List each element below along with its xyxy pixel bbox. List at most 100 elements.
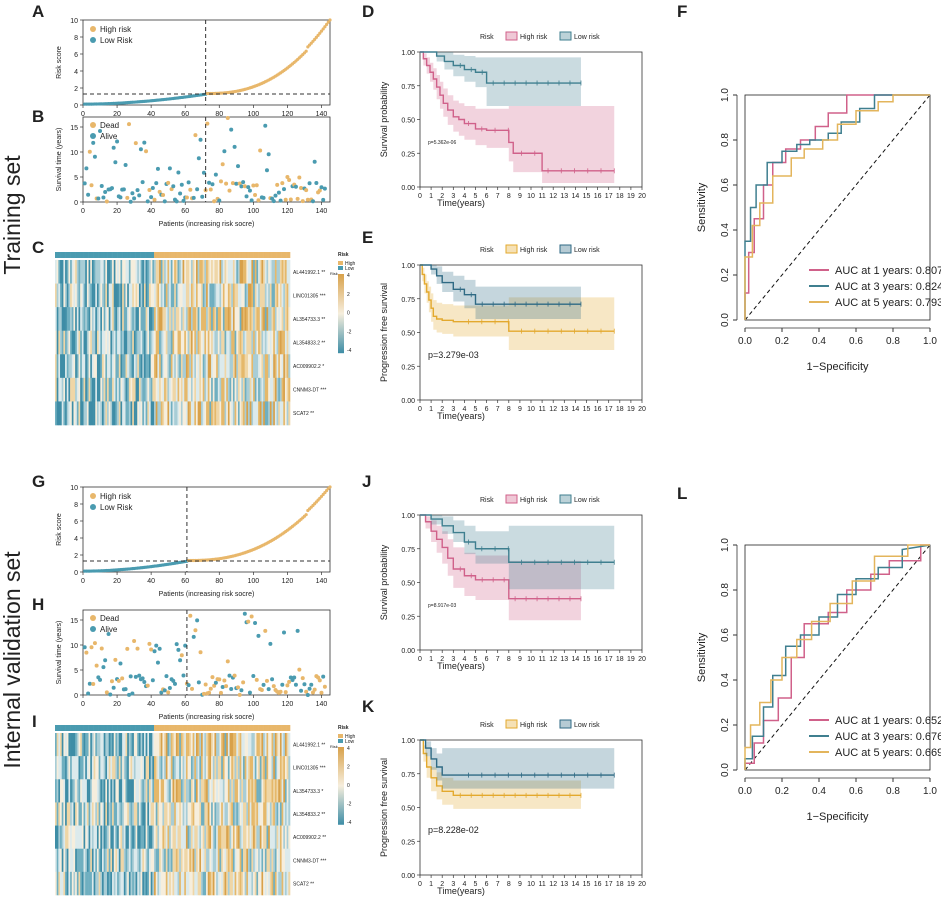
heatmap-cell <box>219 330 222 355</box>
heatmap-cell <box>105 779 108 803</box>
heatmap-cell <box>147 377 150 402</box>
survival-point <box>162 688 167 693</box>
heatmap-cell <box>149 825 151 850</box>
heatmap-cell <box>256 871 259 896</box>
heatmap-cell <box>115 871 118 896</box>
heatmap-cell <box>234 377 237 402</box>
heatmap-cell <box>95 802 98 826</box>
heatmap-cell <box>149 871 151 896</box>
heatmap-cell <box>65 260 68 284</box>
heatmap-cell <box>187 733 190 757</box>
heatmap-cell <box>132 756 135 780</box>
heatmap-cell <box>140 825 143 850</box>
heatmap-cell <box>259 283 262 308</box>
risk-annotation-cell <box>217 725 220 731</box>
survival-point <box>208 686 213 691</box>
risk-annotation-cell <box>251 725 254 731</box>
heatmap-cell <box>185 377 188 402</box>
heatmap-cell <box>132 779 135 803</box>
heatmap-cell <box>174 848 177 873</box>
risk-annotation-cell <box>234 725 237 731</box>
heatmap-cell <box>56 330 59 355</box>
heatmap-cell <box>187 307 190 332</box>
x-tick-label: 100 <box>248 208 260 215</box>
heatmap-cell <box>219 848 222 873</box>
heatmap-cell <box>237 330 240 355</box>
heatmap-cell <box>229 354 232 379</box>
heatmap-cell <box>162 283 165 308</box>
risk-annotation-cell <box>70 725 73 731</box>
heatmap-cell <box>123 330 126 355</box>
heatmap-cell <box>254 802 257 826</box>
heatmap-cell <box>259 756 262 780</box>
heatmap-cell <box>184 825 187 850</box>
heatmap-cell <box>98 377 101 402</box>
survival-point <box>195 618 200 623</box>
heatmap-cell <box>115 848 118 873</box>
risk-annotation-cell <box>132 252 135 258</box>
heatmap-cell <box>219 871 222 896</box>
risk-annotation-cell <box>56 252 59 258</box>
heatmap-cell <box>263 330 266 355</box>
heatmap-cell <box>184 283 187 308</box>
heatmap-cell <box>192 848 195 873</box>
heatmap-cell <box>174 825 177 850</box>
heatmap-cell <box>266 307 269 332</box>
heatmap-cell <box>130 354 133 379</box>
heatmap-cell <box>128 260 131 284</box>
heatmap-cell <box>80 377 83 402</box>
heatmap-cell <box>224 733 227 757</box>
heatmap-cell <box>286 848 289 873</box>
y-tick-label: 8 <box>74 502 78 509</box>
heatmap-cell <box>160 283 163 308</box>
heatmap-cell <box>266 871 269 896</box>
heatmap-cell <box>182 401 185 426</box>
heatmap-cell <box>91 330 94 355</box>
risk-annotation-cell <box>60 725 63 731</box>
heatmap-cell <box>204 825 207 850</box>
heatmap-cell <box>254 756 257 780</box>
heatmap-cell <box>85 871 88 896</box>
risk-annotation-cell <box>229 725 232 731</box>
heatmap-cell <box>271 779 274 803</box>
survival-point <box>254 677 259 682</box>
heatmap-cell <box>261 283 264 308</box>
heatmap-cell <box>232 354 235 379</box>
risk-annotation-cell <box>65 725 68 731</box>
heatmap-cell <box>133 871 136 896</box>
heatmap-cell <box>88 733 91 757</box>
heatmap-cell <box>202 330 205 355</box>
heatmap-cell <box>231 330 234 355</box>
heatmap-cell <box>264 307 267 332</box>
heatmap-cell <box>216 825 219 850</box>
survival-point <box>94 663 99 668</box>
heatmap-cell <box>96 330 99 355</box>
heatmap-cell <box>138 871 141 896</box>
heatmap-cell <box>231 802 234 826</box>
heatmap-cell <box>174 756 177 780</box>
heatmap-cell <box>112 825 115 850</box>
heatmap-cell <box>212 871 215 896</box>
survival-point <box>96 196 101 201</box>
heatmap-cell <box>169 802 172 826</box>
survival-point <box>128 674 133 679</box>
heatmap-cell <box>81 756 84 780</box>
heatmap-cell <box>199 802 202 826</box>
heatmap-cell <box>172 848 175 873</box>
heatmap-cell <box>96 283 99 308</box>
heatmap-cell <box>190 330 193 355</box>
heatmap-cell <box>70 260 73 284</box>
survival-point <box>142 140 147 145</box>
heatmap-cell <box>204 848 207 873</box>
heatmap-cell <box>154 260 157 284</box>
x-tick-label: 80 <box>215 111 223 118</box>
roc-curve <box>744 94 930 320</box>
risk-annotation-cell <box>128 252 131 258</box>
heatmap-cell <box>279 733 282 757</box>
heatmap-cell <box>167 871 170 896</box>
heatmap-cell <box>209 283 212 308</box>
heatmap-cell <box>236 330 239 355</box>
heatmap-cell <box>120 260 123 284</box>
survival-point <box>91 681 96 686</box>
scale-title: Risk <box>330 744 338 749</box>
